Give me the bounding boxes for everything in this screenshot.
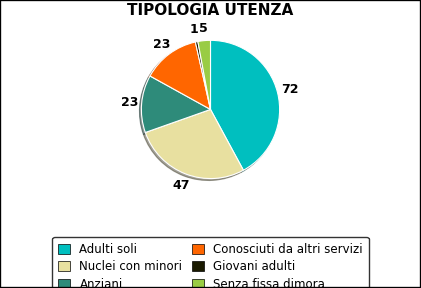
Wedge shape — [195, 41, 210, 109]
Wedge shape — [141, 76, 210, 132]
Wedge shape — [210, 40, 280, 170]
Title: TIPOLOGIA UTENZA: TIPOLOGIA UTENZA — [128, 3, 293, 18]
Text: 72: 72 — [281, 83, 298, 96]
Wedge shape — [198, 40, 210, 109]
Text: 47: 47 — [173, 179, 190, 192]
Text: 5: 5 — [199, 22, 208, 35]
Text: 23: 23 — [120, 96, 138, 109]
Wedge shape — [145, 109, 243, 179]
Wedge shape — [150, 42, 210, 109]
Legend: Adulti soli, Nuclei con minori, Anziani, Conosciuti da altri servizi, Giovani ad: Adulti soli, Nuclei con minori, Anziani,… — [52, 237, 369, 288]
Text: 1: 1 — [190, 23, 199, 36]
Text: 23: 23 — [153, 38, 170, 51]
